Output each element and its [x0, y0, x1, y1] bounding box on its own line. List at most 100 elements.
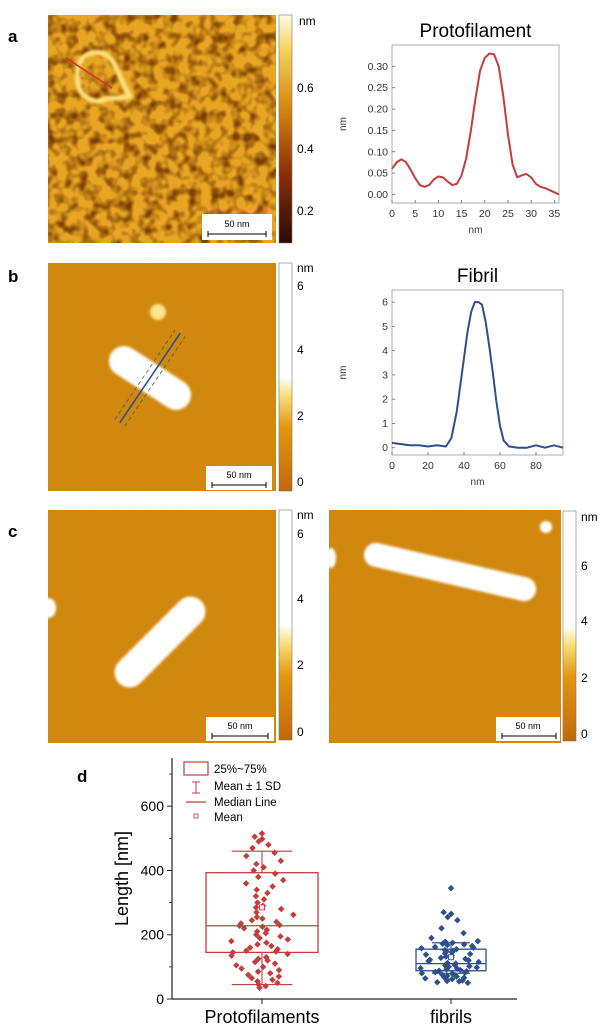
- y-tick-label: 0.30: [368, 61, 389, 73]
- data-point: [268, 942, 275, 950]
- data-point: [271, 870, 279, 877]
- data-point: [228, 937, 235, 945]
- x-tick-label: 20: [479, 208, 491, 220]
- data-point: [248, 917, 256, 924]
- data-point: [422, 951, 430, 958]
- data-point: [447, 884, 455, 892]
- data-point: [425, 957, 432, 965]
- panel-letter-d: d: [77, 767, 87, 786]
- afm-image-fibril-c-right: 50 nm: [326, 510, 561, 743]
- y-tick-label: 0.15: [368, 125, 389, 137]
- category-label: fibrils: [430, 1007, 472, 1025]
- colorbar-c-right: nm 6 4 2 0: [562, 510, 598, 742]
- colorbar-tick: 2: [297, 658, 304, 672]
- x-tick-label: 25: [502, 208, 514, 220]
- data-point: [277, 857, 285, 865]
- data-point: [277, 905, 285, 913]
- data-point: [431, 943, 439, 951]
- data-point: [444, 941, 451, 949]
- data-point: [250, 867, 257, 874]
- chart-title: Fibril: [457, 266, 498, 287]
- data-point: [269, 883, 276, 890]
- scale-bar-label: 50 nm: [227, 721, 252, 731]
- colorbar-tick: 0: [297, 725, 304, 739]
- afm-image-fibril-c-left: 50 nm: [40, 510, 276, 743]
- afm-image-fibril: 50 nm: [48, 263, 276, 491]
- data-point: [428, 934, 435, 942]
- data-point: [284, 936, 292, 943]
- y-axis-label: Length [nm]: [112, 831, 132, 926]
- y-tick-label: 5: [382, 321, 388, 333]
- plot-frame: [391, 44, 560, 204]
- chart-fibril-profile: Fibril 0 20 40 60 80 0 1 2 3 4 5 6 nm nm: [338, 266, 564, 488]
- x-tick-label: 15: [456, 208, 468, 220]
- colorbar-tick: 0: [581, 727, 588, 741]
- plot-frame: [391, 289, 564, 456]
- data-point: [443, 966, 450, 973]
- data-point: [233, 962, 240, 969]
- y-tick-label: 6: [382, 297, 388, 309]
- data-point: [432, 968, 439, 976]
- colorbar-tick: 6: [581, 559, 588, 573]
- x-axis-label: nm: [469, 225, 483, 236]
- data-point: [439, 940, 446, 947]
- profile-line-red: [65, 57, 113, 89]
- y-tick-label: 0.10: [368, 146, 389, 158]
- x-tick-label: 0: [389, 208, 395, 220]
- data-point: [259, 915, 266, 922]
- data-point: [274, 979, 281, 987]
- mean-marker: [448, 954, 454, 961]
- y-axis-label: nm: [338, 366, 349, 380]
- panel-letter-a: a: [8, 27, 18, 46]
- data-point: [418, 970, 426, 977]
- data-point: [240, 925, 248, 932]
- colorbar-tick: 6: [297, 527, 304, 541]
- data-point: [440, 908, 447, 916]
- data-point: [284, 950, 291, 958]
- panel-letter-c: c: [8, 522, 17, 541]
- y-tick-label: 0.20: [368, 104, 389, 116]
- data-point: [253, 908, 260, 916]
- scale-bar-label: 50 nm: [226, 470, 251, 480]
- data-point: [258, 830, 266, 837]
- data-point: [246, 944, 254, 951]
- scale-bar-label: 50 nm: [224, 219, 249, 229]
- data-point: [466, 950, 474, 958]
- y-axis-label: nm: [338, 117, 349, 131]
- y-tick-label: 3: [382, 369, 388, 381]
- data-point: [473, 964, 481, 971]
- colorbar-tick: 6: [297, 279, 304, 293]
- chart-protofilament-profile: Protofilament 0 5 10 15 20 25 30 35 0.00 0.05 0.10 0…: [338, 21, 560, 236]
- data-point: [248, 974, 255, 982]
- colorbar-tick: 0.6: [297, 81, 314, 95]
- data-point: [260, 864, 267, 871]
- data-point: [251, 833, 258, 840]
- data-point: [242, 880, 250, 887]
- mean-marker: [259, 904, 265, 911]
- data-point: [460, 929, 467, 937]
- data-point: [254, 968, 262, 975]
- data-point: [448, 975, 456, 983]
- x-tick-label: 20: [422, 460, 434, 472]
- colorbar-unit: nm: [581, 510, 598, 524]
- data-point: [434, 979, 441, 986]
- y-tick-label: 1: [382, 418, 388, 430]
- colorbar-tick: 2: [581, 671, 588, 685]
- data-point: [264, 957, 271, 964]
- panel-d: d: [77, 767, 87, 786]
- y-tick-label: 200: [141, 927, 165, 943]
- y-tick-label: 0.25: [368, 82, 389, 94]
- data-point: [466, 962, 473, 970]
- data-point: [271, 849, 278, 857]
- data-point: [262, 982, 269, 990]
- data-point: [470, 944, 477, 951]
- data-point: [253, 860, 260, 868]
- data-point: [252, 892, 260, 900]
- y-tick-label: 2: [382, 394, 388, 406]
- colorbar-tick: 0.4: [297, 142, 314, 156]
- colorbar-tick: 4: [297, 592, 304, 606]
- data-point: [276, 921, 283, 929]
- colorbar-unit: nm: [297, 261, 314, 275]
- legend-swatch-box: [183, 761, 209, 776]
